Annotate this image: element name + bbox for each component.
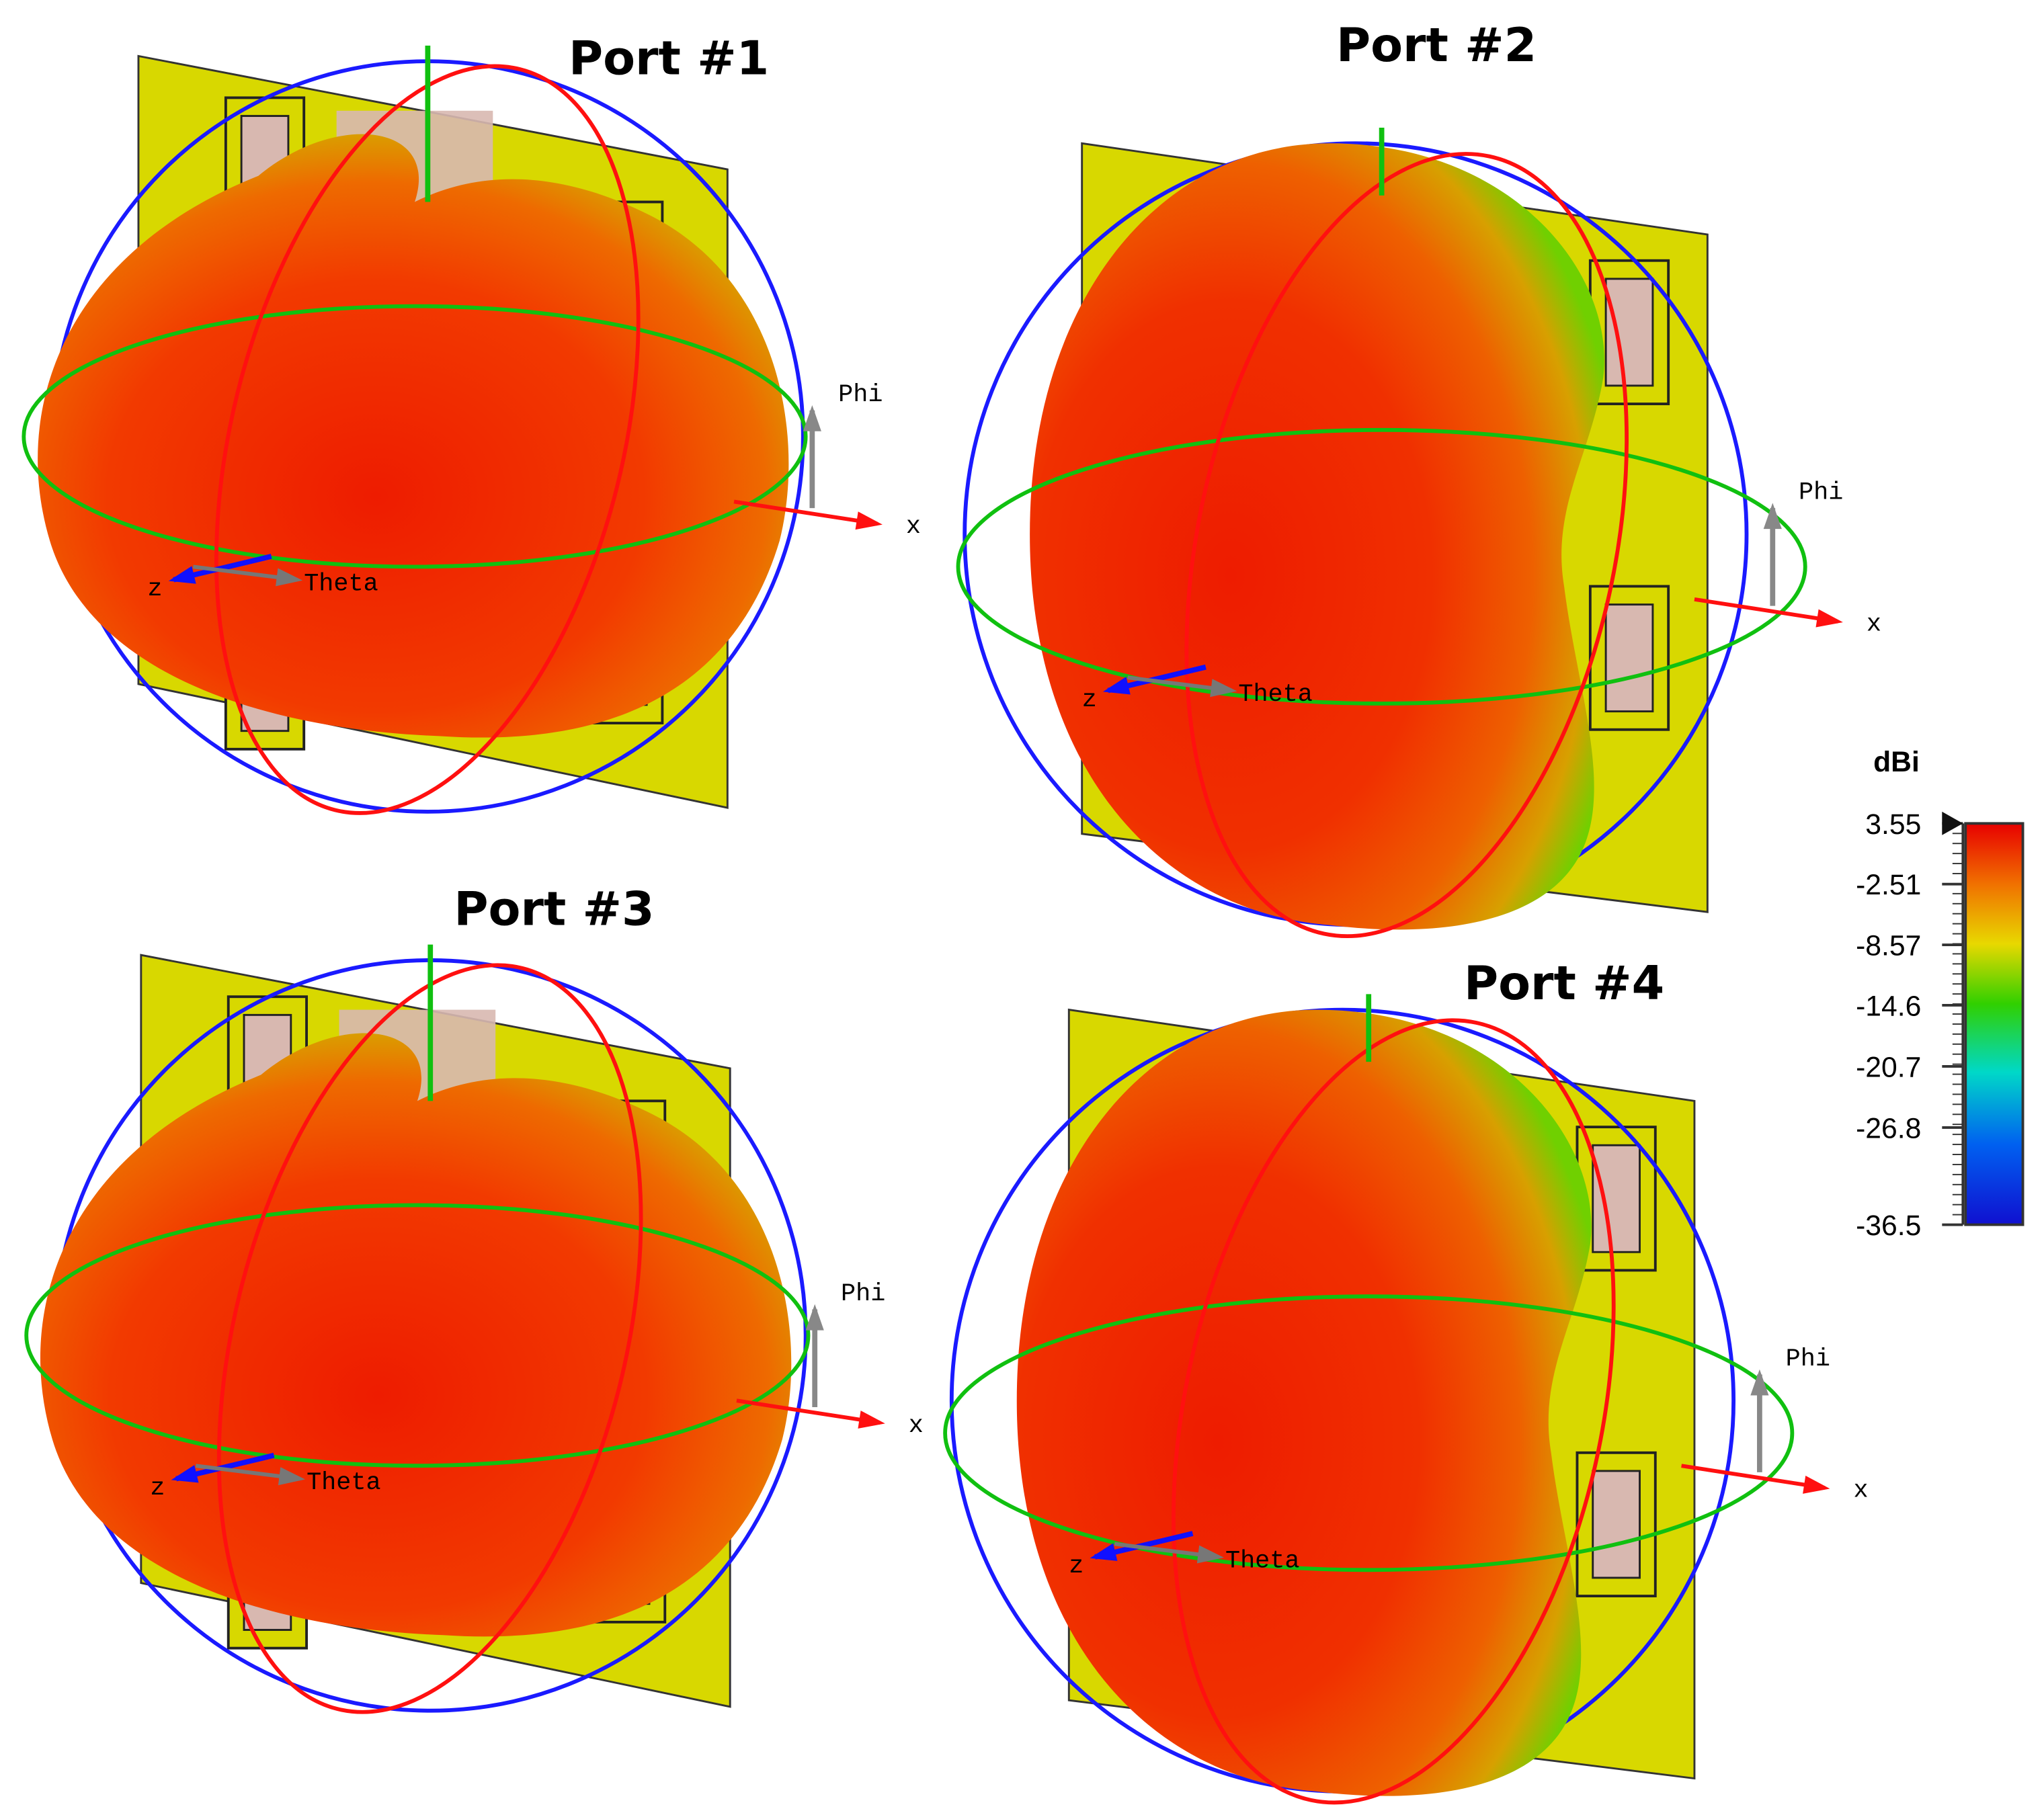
patch-slot: [1592, 1470, 1641, 1579]
axis-arrow: [1694, 597, 1838, 624]
x-label: x: [1853, 1477, 1868, 1505]
z-label: z: [150, 1474, 165, 1503]
colorbar-tick-label: -8.57: [1856, 930, 1921, 962]
panel-title: Port #4: [1464, 956, 1664, 1011]
radiation-pattern: [1016, 1009, 1592, 1796]
arrow-head: [171, 1465, 199, 1483]
arrow-head: [1102, 677, 1131, 695]
pattern-panel: Phi x z Theta: [956, 128, 1881, 938]
theta-label: Theta: [306, 1469, 381, 1497]
colorbar-tick-label: -36.5: [1856, 1210, 1921, 1242]
patch-slot: [1604, 603, 1654, 713]
theta-label: Theta: [304, 570, 378, 598]
z-label: z: [1069, 1552, 1084, 1581]
radiation-pattern: [1030, 143, 1604, 930]
phi-ring: [943, 1294, 1795, 1572]
x-label: x: [1867, 610, 1881, 638]
phi-label: Phi: [1799, 479, 1843, 507]
pattern-panel: Phi x z Theta: [943, 994, 1869, 1805]
colorbar-tick-label: -2.51: [1856, 869, 1921, 901]
colorbar-unit: dBi: [1873, 746, 1920, 778]
arrow-head: [276, 568, 303, 587]
phi-label: Phi: [838, 381, 883, 409]
arrow-head: [1750, 1369, 1769, 1396]
arrow-head: [1803, 1476, 1830, 1494]
max-marker: [1942, 811, 1963, 835]
arrow-head: [805, 1304, 824, 1331]
axis-arrow: [736, 1398, 881, 1425]
axis-arrow: [733, 499, 878, 526]
arrow-head: [168, 566, 196, 584]
x-label: x: [909, 1412, 924, 1440]
radiation-pattern: [40, 1033, 792, 1637]
x-label: x: [906, 513, 921, 541]
axis-arrow: [1681, 1464, 1826, 1490]
arrow-head: [278, 1467, 306, 1486]
radiation-pattern: [38, 134, 789, 738]
phi-label: Phi: [841, 1280, 885, 1308]
phi-ring: [22, 304, 808, 569]
colorbar-tick-label: -26.8: [1856, 1112, 1921, 1144]
arrow-head: [1090, 1543, 1118, 1561]
colorbar-tick-label: -14.6: [1856, 990, 1921, 1022]
theta-label: Theta: [1225, 1547, 1300, 1575]
panel-title: Port #2: [1336, 18, 1537, 73]
phi-ring: [24, 1203, 811, 1468]
theta-label: Theta: [1238, 681, 1313, 709]
phi-label: Phi: [1786, 1345, 1830, 1374]
z-label: z: [1082, 686, 1097, 714]
arrow-head: [1763, 503, 1782, 530]
phi-ring: [956, 427, 1807, 706]
arrow-head: [855, 511, 883, 530]
pattern-panel: Phi x z Theta: [24, 944, 924, 1714]
meridian-ring: [1172, 1018, 1616, 1805]
arrow-head: [1196, 1545, 1224, 1564]
patch-slot: [1604, 278, 1654, 387]
z-label: z: [148, 575, 163, 603]
arrow-head: [803, 405, 821, 431]
patch-slot: [1592, 1144, 1641, 1253]
colorbar-tick-label: -20.7: [1856, 1051, 1921, 1083]
colorbar: [1964, 822, 2025, 1226]
meridian-ring: [216, 963, 643, 1714]
arrow-head: [1815, 609, 1843, 628]
meridian-ring: [214, 64, 641, 815]
arrow-head: [1210, 679, 1237, 698]
arrow-head: [858, 1410, 885, 1429]
panel-title: Port #1: [569, 32, 769, 86]
panel-title: Port #3: [454, 882, 654, 937]
colorbar-tick-label: 3.55: [1865, 808, 1921, 841]
pattern-panel: Phi x z Theta: [22, 45, 921, 815]
